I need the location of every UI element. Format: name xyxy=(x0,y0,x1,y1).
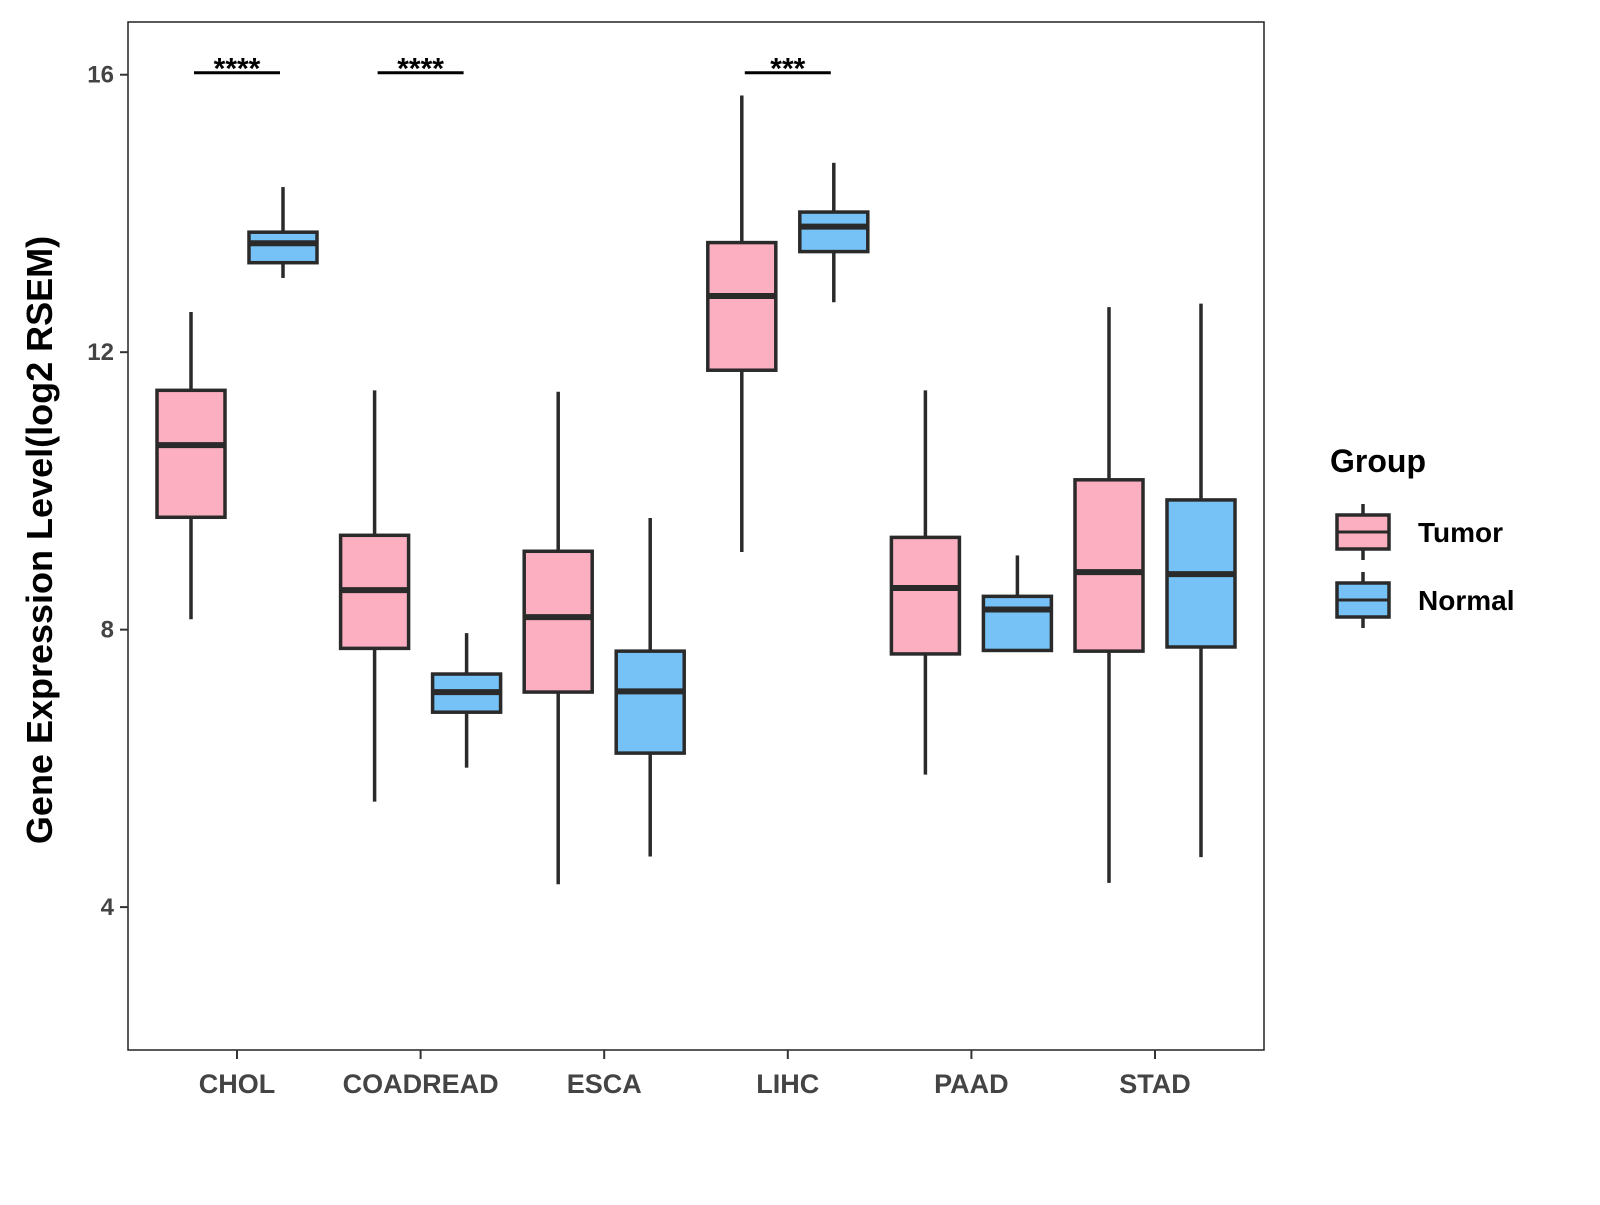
y-tick-label: 8 xyxy=(101,617,114,644)
legend: Group Tumor Normal xyxy=(1330,443,1514,628)
x-tick-label: STAD xyxy=(1119,1069,1191,1099)
legend-title: Group xyxy=(1330,443,1426,479)
significance-label: *** xyxy=(770,53,805,86)
box-normal-paad xyxy=(981,555,1054,653)
box-tumor-paad xyxy=(889,390,962,775)
box-tumor-esca xyxy=(522,391,594,885)
legend-label: Normal xyxy=(1418,585,1514,616)
legend-item-tumor: Tumor xyxy=(1335,504,1503,560)
box-normal-coadread xyxy=(430,633,503,768)
x-tick-label: LIHC xyxy=(756,1069,819,1099)
box-normal-lihc xyxy=(798,162,870,303)
significance-label: **** xyxy=(397,53,444,86)
x-tick-label: ESCA xyxy=(567,1069,642,1099)
legend-item-normal: Normal xyxy=(1335,572,1514,628)
box-tumor-stad xyxy=(1073,307,1145,883)
y-tick-label: 16 xyxy=(87,62,114,89)
box-iqr xyxy=(247,230,319,265)
box-iqr xyxy=(614,649,686,755)
y-tick-label: 12 xyxy=(87,339,114,366)
box-normal-stad xyxy=(1165,303,1237,858)
box-iqr xyxy=(706,240,778,372)
y-axis-label: Gene Expression Level(log2 RSEM) xyxy=(19,236,60,844)
box-normal-esca xyxy=(614,517,686,857)
legend-label: Tumor xyxy=(1418,517,1503,548)
y-tick-label: 4 xyxy=(101,894,115,921)
box-tumor-chol xyxy=(155,311,227,620)
x-tick-label: PAAD xyxy=(934,1069,1009,1099)
box-iqr xyxy=(155,388,227,520)
box-tumor-coadread xyxy=(338,390,411,802)
box-normal-chol xyxy=(247,187,319,278)
x-tick-label: COADREAD xyxy=(343,1069,499,1099)
box-iqr xyxy=(798,210,870,254)
box-iqr xyxy=(1073,478,1145,653)
x-tick-label: CHOL xyxy=(199,1069,276,1099)
box-iqr xyxy=(981,594,1054,653)
box-iqr xyxy=(889,535,962,656)
significance-label: **** xyxy=(214,53,261,86)
box-iqr xyxy=(522,549,594,694)
box-tumor-lihc xyxy=(706,95,778,552)
